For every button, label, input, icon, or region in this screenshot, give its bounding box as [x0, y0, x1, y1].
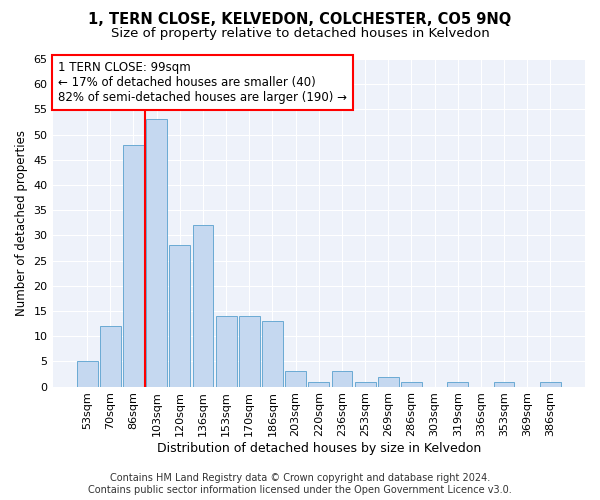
- Bar: [401, 382, 422, 386]
- Bar: [308, 382, 329, 386]
- Bar: [77, 362, 98, 386]
- Text: Contains HM Land Registry data © Crown copyright and database right 2024.
Contai: Contains HM Land Registry data © Crown c…: [88, 474, 512, 495]
- Text: 1 TERN CLOSE: 99sqm
← 17% of detached houses are smaller (40)
82% of semi-detach: 1 TERN CLOSE: 99sqm ← 17% of detached ho…: [58, 60, 347, 104]
- X-axis label: Distribution of detached houses by size in Kelvedon: Distribution of detached houses by size …: [157, 442, 481, 455]
- Bar: [146, 120, 167, 386]
- Bar: [540, 382, 561, 386]
- Bar: [494, 382, 514, 386]
- Y-axis label: Number of detached properties: Number of detached properties: [15, 130, 28, 316]
- Bar: [262, 321, 283, 386]
- Bar: [378, 376, 398, 386]
- Bar: [169, 246, 190, 386]
- Text: Size of property relative to detached houses in Kelvedon: Size of property relative to detached ho…: [110, 28, 490, 40]
- Text: 1, TERN CLOSE, KELVEDON, COLCHESTER, CO5 9NQ: 1, TERN CLOSE, KELVEDON, COLCHESTER, CO5…: [88, 12, 512, 28]
- Bar: [355, 382, 376, 386]
- Bar: [193, 226, 214, 386]
- Bar: [216, 316, 236, 386]
- Bar: [239, 316, 260, 386]
- Bar: [100, 326, 121, 386]
- Bar: [448, 382, 468, 386]
- Bar: [123, 144, 144, 386]
- Bar: [332, 372, 352, 386]
- Bar: [285, 372, 306, 386]
